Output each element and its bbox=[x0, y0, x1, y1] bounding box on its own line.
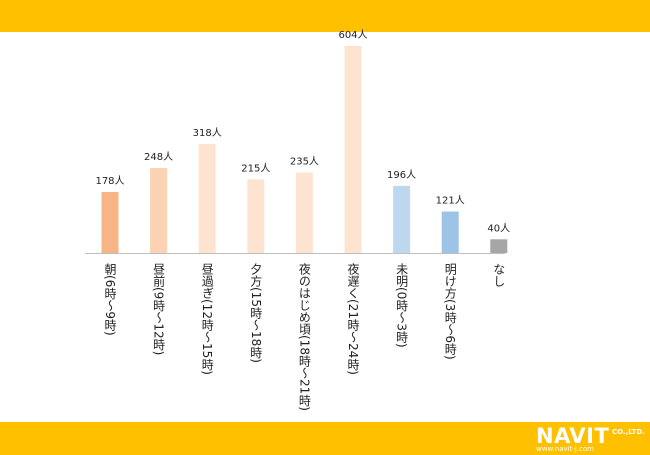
bar bbox=[393, 185, 411, 253]
data-label: 40人 bbox=[487, 222, 510, 234]
navit-logo: NAVIT CO.,LTD. www.navit-j.com bbox=[536, 424, 646, 453]
header-band bbox=[0, 0, 650, 32]
footer-band bbox=[0, 422, 650, 455]
x-tick-label: 昼前(9時～12時) bbox=[151, 263, 166, 356]
data-label: 318人 bbox=[193, 127, 222, 139]
data-label: 121人 bbox=[436, 195, 465, 207]
data-label: 235人 bbox=[290, 155, 319, 167]
logo-url: www.navit-j.com bbox=[536, 445, 594, 453]
x-tick-label: 夜遅く(21時～24時) bbox=[346, 263, 360, 375]
data-label: 248人 bbox=[144, 151, 173, 163]
bar bbox=[150, 168, 168, 253]
x-tick-label: 未明(0時～3時) bbox=[394, 263, 409, 348]
data-label: 178人 bbox=[95, 175, 124, 187]
x-tick-label: 明け方(3時～6時) bbox=[443, 263, 458, 360]
bar bbox=[101, 191, 119, 253]
data-label: 215人 bbox=[241, 162, 270, 174]
bar bbox=[490, 239, 508, 253]
bar bbox=[198, 144, 216, 253]
bar bbox=[295, 172, 313, 253]
bar bbox=[441, 211, 459, 253]
x-tick-label: 夕方(15時～18時) bbox=[248, 263, 263, 363]
x-tick-label: なし bbox=[491, 263, 506, 287]
bar bbox=[247, 179, 265, 253]
data-label: 604人 bbox=[338, 29, 367, 41]
x-tick-label: 夜のはじめ頃(18時～21時) bbox=[297, 263, 312, 411]
data-label: 196人 bbox=[387, 169, 416, 181]
logo-brand-text: NAVIT bbox=[536, 424, 610, 448]
x-tick-label: 朝(6時～9時) bbox=[103, 263, 117, 336]
bar bbox=[344, 46, 362, 253]
x-tick-label: 昼過ぎ(12時～15時) bbox=[200, 263, 215, 375]
logo-company-suffix: CO.,LTD. bbox=[612, 428, 645, 436]
